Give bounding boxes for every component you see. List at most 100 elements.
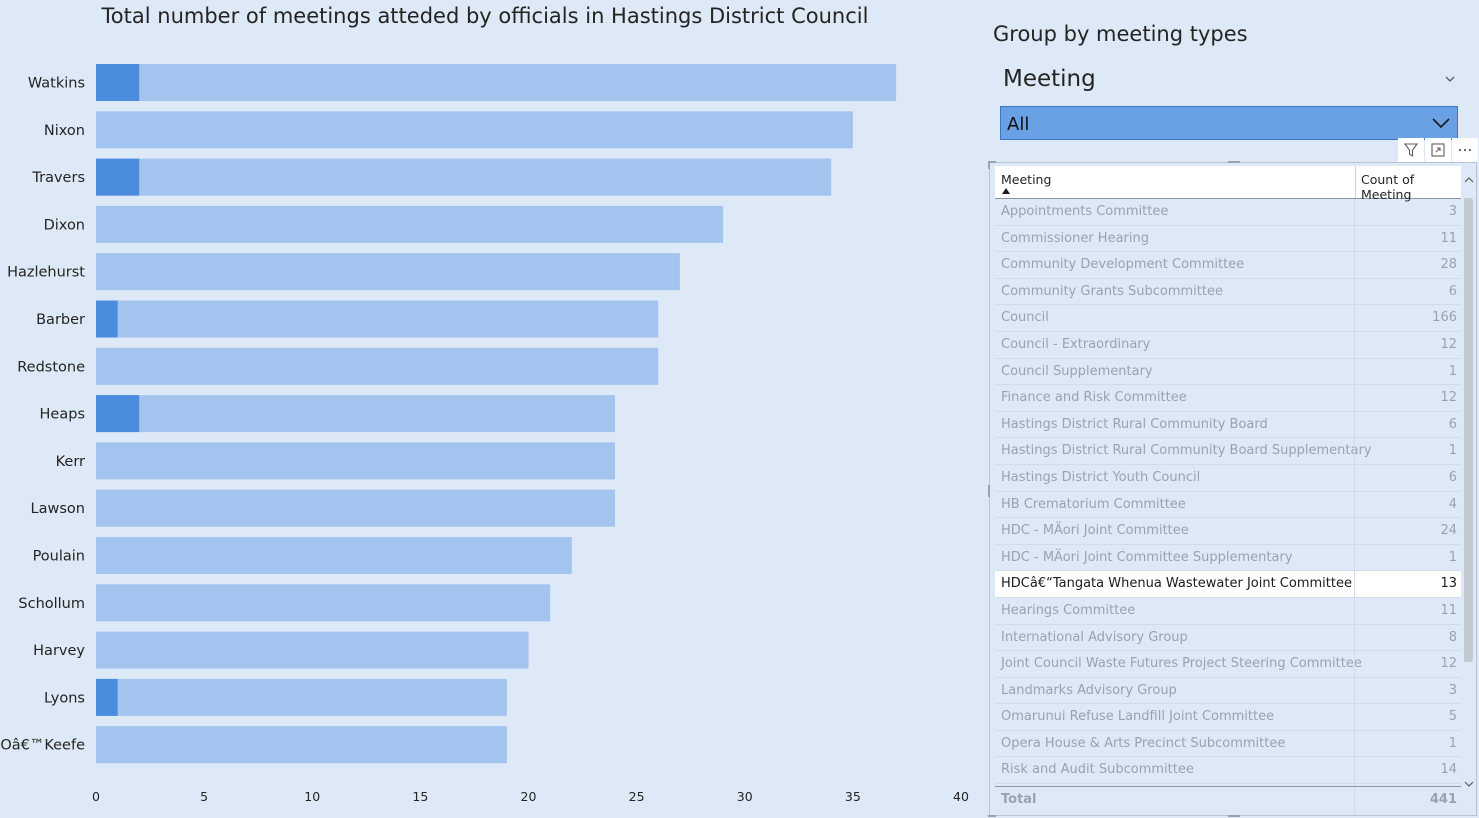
- chevron-down-icon[interactable]: [1431, 115, 1451, 131]
- x-tick-label: 40: [953, 789, 969, 804]
- table-scrollbar[interactable]: [1462, 172, 1476, 790]
- row-meeting-count: 1: [1448, 363, 1457, 379]
- row-meeting-count: 11: [1440, 230, 1457, 246]
- scroll-down-icon[interactable]: [1464, 780, 1474, 788]
- table-row[interactable]: Hastings District Rural Community Board 6: [995, 411, 1461, 439]
- table-row[interactable]: HDC - MÄori Joint Committee Supplementar…: [995, 544, 1461, 572]
- table-row[interactable]: Community Grants Subcommittee 6: [995, 278, 1461, 306]
- bar-total-0[interactable]: [96, 64, 897, 101]
- bar-total-14[interactable]: [96, 726, 507, 764]
- bar-total-7[interactable]: [96, 395, 615, 433]
- column-header-meeting[interactable]: Meeting: [1001, 172, 1052, 187]
- table-row[interactable]: Opera House & Arts Precinct Subcommittee…: [995, 730, 1461, 758]
- row-meeting-count: 5: [1448, 709, 1457, 725]
- resize-handle[interactable]: [1228, 161, 1240, 163]
- filter-button[interactable]: [1398, 138, 1424, 162]
- category-label: Harvey: [33, 643, 85, 659]
- bar-highlight-2[interactable]: [96, 158, 140, 196]
- bar-total-1[interactable]: [96, 111, 853, 149]
- bar-chart: Watkins Nixon Travers Dixon Hazlehurst Barber…: [0, 64, 969, 804]
- bar-total-8[interactable]: [96, 442, 615, 480]
- category-label: Oâ€™Keefe: [0, 738, 85, 754]
- table-row[interactable]: HB Crematorium Committee 4: [995, 491, 1461, 519]
- row-meeting-count: 1: [1448, 443, 1457, 459]
- bar-total-13[interactable]: [96, 678, 507, 716]
- row-meeting-name: HDC - MÄori Joint Committee Supplementar…: [1001, 549, 1293, 565]
- table-row[interactable]: Commissioner Hearing 11: [995, 225, 1461, 253]
- table-header: Meeting Count of Meeting: [995, 166, 1461, 202]
- sort-ascending-icon: [1002, 188, 1010, 194]
- bar-total-5[interactable]: [96, 300, 659, 338]
- column-header-count[interactable]: Count of Meeting: [1355, 166, 1461, 202]
- row-meeting-count: 28: [1440, 257, 1457, 273]
- slicer-field-header[interactable]: Meeting: [1003, 66, 1463, 100]
- row-meeting-name: Council Supplementary: [1001, 363, 1153, 379]
- bar-total-9[interactable]: [96, 489, 615, 527]
- table-row[interactable]: Council Supplementary 1: [995, 358, 1461, 386]
- filter-icon: [1403, 143, 1419, 158]
- scroll-up-icon[interactable]: [1464, 176, 1474, 184]
- row-meeting-name: Council - Extraordinary: [1001, 336, 1151, 352]
- table-row[interactable]: Omarunui Refuse Landfill Joint Committee…: [995, 704, 1461, 731]
- bar-total-4[interactable]: [96, 253, 680, 291]
- resize-handle[interactable]: [988, 161, 996, 163]
- resize-handle[interactable]: [988, 161, 990, 169]
- scroll-thumb[interactable]: [1464, 198, 1473, 662]
- row-meeting-count: 6: [1448, 416, 1457, 432]
- bar-highlight-13[interactable]: [96, 678, 118, 716]
- row-meeting-count: 8: [1448, 629, 1457, 645]
- x-tick-label: 35: [845, 789, 861, 804]
- table-row[interactable]: HDCâ€“Tangata Whenua Wastewater Joint Co…: [995, 571, 1461, 598]
- focus-mode-button[interactable]: [1425, 138, 1451, 162]
- bar-highlight-0[interactable]: [96, 64, 140, 101]
- row-meeting-count: 13: [1440, 576, 1457, 592]
- table-row[interactable]: Appointments Committee 3: [995, 199, 1461, 226]
- slicer-dropdown[interactable]: All: [1000, 106, 1458, 140]
- table-row[interactable]: International Advisory Group 8: [995, 624, 1461, 652]
- table-row[interactable]: Risk and Audit Subcommittee 14: [995, 757, 1461, 785]
- visual-header: [1398, 138, 1478, 162]
- row-meeting-count: 1: [1448, 735, 1457, 751]
- resize-handle[interactable]: [988, 485, 990, 497]
- table-row[interactable]: Community Development Committee 28: [995, 252, 1461, 279]
- resize-handle[interactable]: [988, 815, 996, 817]
- table-row[interactable]: Council - Extraordinary 12: [995, 331, 1461, 359]
- table-row[interactable]: HDC - MÄori Joint Committee 24: [995, 518, 1461, 545]
- table-row[interactable]: Finance and Risk Committee 12: [995, 385, 1461, 412]
- row-meeting-name: Council: [1001, 310, 1049, 326]
- category-label: Lawson: [31, 501, 85, 517]
- table-visual-frame: [988, 161, 1477, 817]
- bar-highlight-5[interactable]: [96, 300, 118, 338]
- category-label: Dixon: [44, 217, 85, 233]
- x-tick-label: 5: [200, 789, 208, 804]
- table-row[interactable]: Council 166: [995, 305, 1461, 332]
- more-options-button[interactable]: [1452, 138, 1478, 162]
- table-row[interactable]: Hastings District Rural Community Board …: [995, 438, 1461, 465]
- bar-highlight-7[interactable]: [96, 395, 140, 433]
- slicer-title: Group by meeting types: [993, 22, 1248, 46]
- bar-total-10[interactable]: [96, 537, 572, 574]
- bar-total-3[interactable]: [96, 205, 724, 243]
- chart-title: Total number of meetings atteded by offi…: [101, 4, 869, 28]
- row-meeting-count: 1: [1448, 549, 1457, 565]
- bar-total-11[interactable]: [96, 584, 551, 622]
- table-row[interactable]: Joint Council Waste Futures Project Stee…: [995, 651, 1461, 678]
- resize-handle[interactable]: [1228, 815, 1240, 817]
- total-label: Total: [1001, 792, 1037, 807]
- bar-total-2[interactable]: [96, 158, 832, 196]
- row-meeting-count: 11: [1440, 602, 1457, 618]
- row-meeting-count: 4: [1448, 496, 1457, 512]
- row-meeting-count: 12: [1440, 336, 1457, 352]
- bar-total-12[interactable]: [96, 631, 529, 669]
- category-label: Heaps: [40, 407, 85, 423]
- chevron-down-icon[interactable]: [1443, 72, 1457, 86]
- category-label: Redstone: [17, 359, 85, 375]
- table-row[interactable]: Hastings District Youth Council 6: [995, 464, 1461, 492]
- table-row[interactable]: Landmarks Advisory Group 3: [995, 677, 1461, 705]
- focus-mode-icon: [1431, 143, 1445, 157]
- x-tick-label: 30: [737, 789, 753, 804]
- table-row[interactable]: Hearings Committee 11: [995, 597, 1461, 625]
- row-meeting-name: Commissioner Hearing: [1001, 230, 1149, 246]
- row-meeting-name: Hastings District Youth Council: [1001, 469, 1201, 485]
- bar-total-6[interactable]: [96, 347, 659, 385]
